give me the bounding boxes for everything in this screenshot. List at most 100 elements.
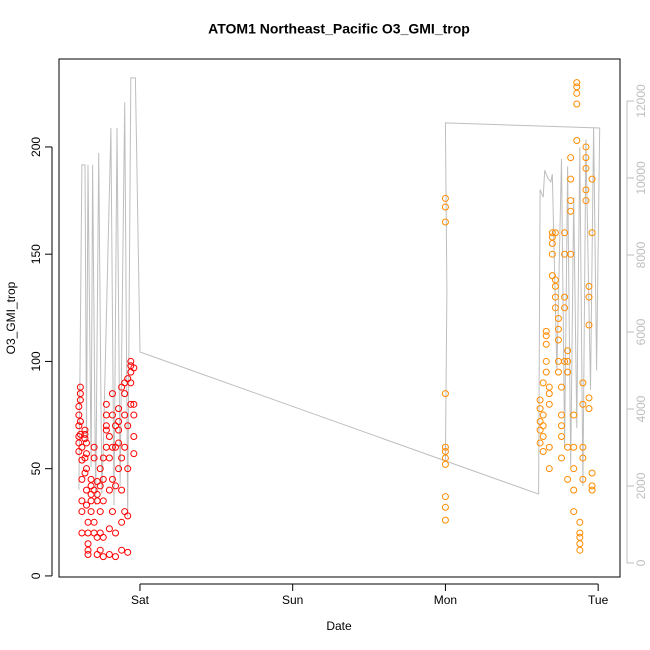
point [561, 293, 569, 301]
point [130, 411, 138, 419]
point [102, 422, 110, 430]
y-tick-label: 200 [29, 137, 43, 157]
point [567, 207, 575, 215]
point [84, 529, 92, 537]
y2-tick-label: 10000 [634, 161, 648, 195]
point [105, 433, 113, 441]
point [539, 411, 547, 419]
point [558, 433, 566, 441]
point [539, 448, 547, 456]
point [105, 486, 113, 494]
point [78, 475, 86, 483]
point [124, 465, 132, 473]
y-tick-label: 150 [29, 244, 43, 264]
point [542, 357, 550, 365]
point [82, 439, 90, 447]
point [536, 426, 544, 434]
point [84, 540, 92, 548]
point [118, 546, 126, 554]
point [570, 508, 578, 516]
point [105, 525, 113, 533]
point [585, 394, 593, 402]
point [570, 486, 578, 494]
point [585, 293, 593, 301]
point [564, 347, 572, 355]
point [108, 508, 116, 516]
point [112, 529, 120, 537]
y2-tick-label: 12000 [634, 84, 648, 118]
point [564, 443, 572, 451]
point [115, 405, 123, 413]
point [585, 321, 593, 329]
point [108, 475, 116, 483]
point [579, 454, 587, 462]
point [96, 482, 104, 490]
point [93, 550, 101, 558]
point [441, 203, 449, 211]
x-tick-label: Sun [282, 593, 303, 607]
point [551, 304, 559, 312]
point [115, 426, 123, 434]
y-axis-label: O3_GMI_trop [4, 281, 18, 354]
point [554, 325, 562, 333]
point [576, 529, 584, 537]
point [75, 422, 83, 430]
point [81, 454, 89, 462]
point [573, 83, 581, 91]
point [81, 435, 89, 443]
point [96, 508, 104, 516]
point [102, 400, 110, 408]
point [545, 383, 553, 391]
point [570, 443, 578, 451]
point [124, 375, 132, 383]
point [90, 454, 98, 462]
point [441, 460, 449, 468]
point [121, 443, 129, 451]
point [576, 540, 584, 548]
point [78, 497, 86, 505]
point [564, 357, 572, 365]
point [108, 411, 116, 419]
point [76, 396, 84, 404]
point [84, 550, 92, 558]
y2-tick-label: 0 [634, 559, 648, 566]
chart-title: ATOM1 Northeast_Pacific O3_GMI_trop [208, 21, 470, 37]
y2-tick-label: 6000 [634, 318, 648, 345]
point [588, 482, 596, 490]
point [536, 417, 544, 425]
point [576, 518, 584, 526]
point [81, 426, 89, 434]
point [87, 475, 95, 483]
point [99, 533, 107, 541]
point [441, 443, 449, 451]
point [545, 390, 553, 398]
x-tick-label: Tue [588, 593, 609, 607]
point [579, 475, 587, 483]
point [105, 454, 113, 462]
point [115, 417, 123, 425]
point [558, 454, 566, 462]
point [561, 357, 569, 365]
point [105, 550, 113, 558]
point [90, 518, 98, 526]
point [115, 465, 123, 473]
point [570, 411, 578, 419]
point [536, 405, 544, 413]
point [582, 164, 590, 172]
point [588, 469, 596, 477]
point [108, 390, 116, 398]
point [536, 396, 544, 404]
x-tick-label: Sat [131, 593, 150, 607]
point [127, 379, 135, 387]
point [108, 443, 116, 451]
point [441, 218, 449, 226]
point [99, 553, 107, 561]
point [75, 433, 83, 441]
point [124, 512, 132, 520]
point [542, 368, 550, 376]
point [121, 411, 129, 419]
point [539, 433, 547, 441]
point [554, 336, 562, 344]
point [558, 411, 566, 419]
point [78, 508, 86, 516]
